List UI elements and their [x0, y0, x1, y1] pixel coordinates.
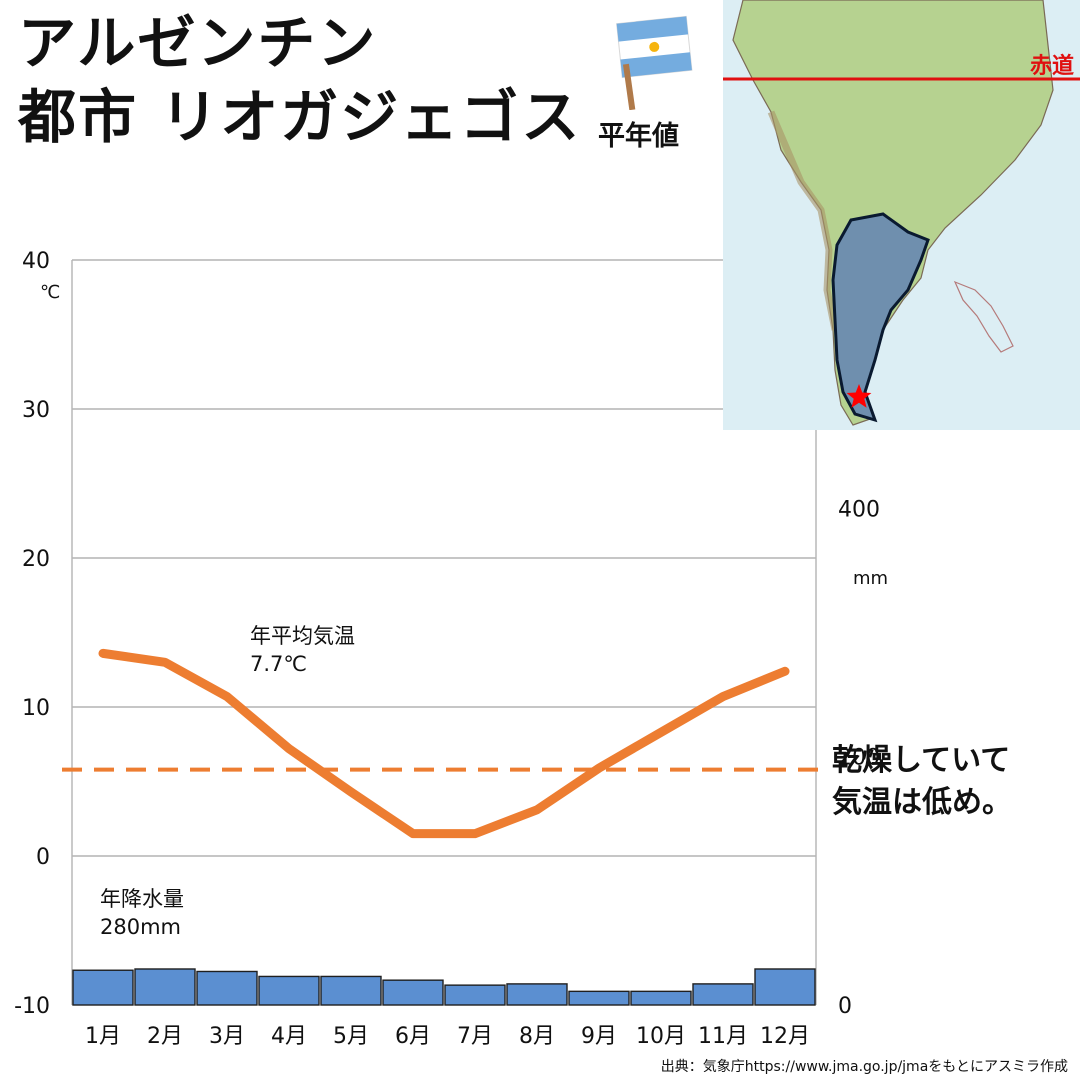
x-category-label: 1月: [85, 1024, 121, 1049]
argentina-region: [831, 212, 930, 423]
right-tick-label: 400: [838, 497, 880, 522]
x-category-label: 2月: [147, 1024, 183, 1049]
map-drawing: [723, 0, 1080, 426]
precipitation-bar: [382, 979, 444, 1006]
precipitation-bar: [134, 968, 196, 1006]
precipitation-bar: [568, 990, 630, 1006]
left-tick-label: 10: [22, 696, 50, 721]
left-tick-label: -10: [14, 994, 50, 1019]
precipitation-bar: [506, 983, 568, 1006]
star-marker-icon: [846, 384, 872, 408]
andes-relief: [767, 110, 839, 331]
x-category-label: 3月: [209, 1024, 245, 1049]
left-axis-unit: ℃: [40, 282, 60, 303]
x-category-label: 11月: [698, 1024, 748, 1049]
right-tick-label: 200: [838, 746, 880, 771]
source-credit: 出典：気象庁https://www.jma.go.jp/jmaをもとにアスミラ作…: [660, 1059, 1068, 1075]
annual-precipitation-value: 280mm: [100, 915, 181, 940]
right-axis-unit: mm: [853, 568, 888, 589]
country-title: アルゼンチン: [18, 9, 378, 77]
south-america-landmass: [732, 0, 1054, 426]
temperature-line: [98, 648, 790, 839]
precipitation-bar: [754, 968, 816, 1006]
x-category-label: 8月: [519, 1024, 555, 1049]
falkland-islands: [953, 280, 1014, 353]
precipitation-bar: [196, 970, 258, 1006]
left-tick-label: 0: [36, 845, 50, 870]
south-america-map: 赤道: [723, 0, 1080, 430]
city-title: 都市 リオガジェゴス: [18, 83, 582, 151]
x-category-label: 7月: [457, 1024, 493, 1049]
precipitation-bar: [444, 984, 506, 1006]
x-category-label: 12月: [760, 1024, 810, 1049]
annual-temperature-value: 7.7℃: [250, 652, 307, 677]
callout-line-1: 乾燥していて: [832, 743, 1011, 778]
precipitation-bar: [72, 969, 134, 1006]
left-tick-label: 20: [22, 547, 50, 572]
precipitation-bar: [258, 975, 320, 1006]
equator-label: 赤道: [1029, 54, 1074, 79]
x-category-label: 4月: [271, 1024, 307, 1049]
x-category-label: 9月: [581, 1024, 617, 1049]
precipitation-bar: [630, 990, 692, 1006]
annual-temperature-title: 年平均気温: [250, 624, 355, 648]
normal-values-label: 平年値: [598, 121, 679, 152]
x-category-label: 6月: [395, 1024, 431, 1049]
argentina-flag-icon: [616, 15, 693, 110]
x-category-label: 5月: [333, 1024, 369, 1049]
annual-temperature-note: 年平均気温 7.7℃: [250, 622, 355, 679]
right-tick-label: 0: [838, 994, 852, 1019]
x-category-label: 10月: [636, 1024, 686, 1049]
left-tick-label: 40: [22, 249, 50, 274]
precipitation-bar: [320, 975, 382, 1006]
left-tick-label: 30: [22, 398, 50, 423]
annual-precipitation-note: 年降水量 280mm: [100, 885, 184, 942]
climate-callout: 乾燥していて 気温は低め。: [832, 740, 1012, 824]
callout-line-2: 気温は低め。: [832, 785, 1012, 820]
annual-precipitation-title: 年降水量: [100, 887, 184, 911]
precipitation-bar: [692, 983, 754, 1006]
